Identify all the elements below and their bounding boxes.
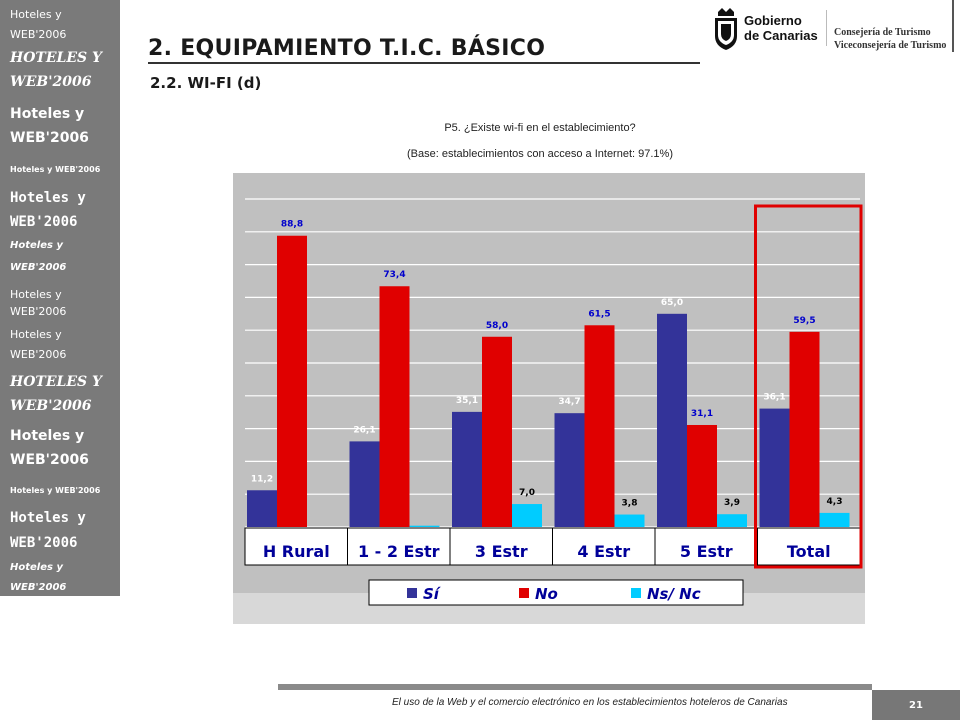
sidebar-text: Hoteles y WEB'2006 xyxy=(10,165,101,174)
sidebar-text: WEB'2006 xyxy=(10,305,67,318)
page-number: 21 xyxy=(872,690,960,720)
legend-label: No xyxy=(535,585,558,603)
bar-no xyxy=(277,235,307,527)
footer-bar xyxy=(278,684,872,690)
data-label: 3,9 xyxy=(724,498,740,508)
title-divider xyxy=(148,62,700,64)
tick-label: H Rural xyxy=(263,542,330,561)
tick-label: Total xyxy=(787,542,831,561)
bar-s- xyxy=(349,441,380,527)
legend-swatch xyxy=(631,588,641,598)
sidebar-decoration: Hoteles y WEB'2006 HOTELES Y WEB'2006 Ho… xyxy=(0,0,120,596)
data-label: 26,1 xyxy=(353,425,375,435)
bar-ns-nc xyxy=(409,525,440,527)
sidebar-text: WEB'2006 xyxy=(10,214,78,230)
gobierno-line-2: de Canarias xyxy=(744,27,818,43)
sidebar-text: WEB'2006 xyxy=(10,348,67,361)
bar-s- xyxy=(247,490,277,527)
viceconsejeria-line: Viceconsejería de Turismo xyxy=(834,40,947,51)
wifi-bar-chart: 11,2 88,8 26,1 73,4 35,1 58,0 7,0 34,7 61,5 3,8 65… xyxy=(233,173,865,624)
sidebar-text: WEB'2006 xyxy=(10,130,89,146)
sidebar-text: Hoteles y xyxy=(10,328,62,341)
bar-no xyxy=(584,325,615,527)
data-label: 34,7 xyxy=(558,397,580,407)
bar-no xyxy=(789,331,820,527)
sidebar-text: WEB'2006 xyxy=(10,262,67,273)
data-label: 35,1 xyxy=(456,396,478,406)
sidebar-text: WEB'2006 xyxy=(10,452,89,468)
sidebar-text: HOTELES Y xyxy=(10,374,103,390)
page-subtitle: 2.2. WI-FI (d) xyxy=(150,74,262,92)
sidebar-text: Hoteles y xyxy=(10,428,85,444)
bar-no xyxy=(482,336,512,527)
sidebar-text: WEB'2006 xyxy=(10,398,92,414)
gobierno-line-1: Gobierno xyxy=(744,13,802,28)
legend-box xyxy=(368,579,744,606)
legend-label: Ns/ Nc xyxy=(647,585,701,603)
data-label: 3,8 xyxy=(622,499,638,509)
legend-swatch xyxy=(407,588,417,598)
sidebar-text: Hoteles y xyxy=(10,288,62,301)
bar-s- xyxy=(657,313,687,527)
gobierno-canarias-emblem-icon xyxy=(715,8,737,50)
data-label: 88,8 xyxy=(281,220,303,230)
sidebar-text: Hoteles y xyxy=(10,240,63,251)
logo-separator xyxy=(826,10,827,46)
page-title: 2. EQUIPAMIENTO T.I.C. BÁSICO xyxy=(148,36,546,61)
bar-no xyxy=(687,424,717,527)
bar-s- xyxy=(759,408,790,527)
data-label: 7,0 xyxy=(519,488,535,498)
data-label: 58,0 xyxy=(486,321,508,331)
legend-label: Sí xyxy=(423,585,442,603)
bar-s- xyxy=(452,411,482,527)
bar-no xyxy=(379,286,410,527)
bar-s- xyxy=(554,413,585,527)
sidebar-text: WEB'2006 xyxy=(10,28,67,41)
data-label: 65,0 xyxy=(661,298,683,308)
sidebar-text: WEB'2006 xyxy=(10,74,92,90)
data-label: 73,4 xyxy=(383,270,405,280)
tick-label: 1 - 2 Estr xyxy=(358,542,440,561)
data-label: 31,1 xyxy=(691,409,713,419)
bar-ns-nc xyxy=(614,514,645,527)
consejeria-line: Consejería de Turismo xyxy=(834,27,931,38)
data-label: 11,2 xyxy=(251,474,273,484)
highlight-box xyxy=(754,204,863,569)
tick-label: 4 Estr xyxy=(577,542,630,561)
sidebar-text: Hoteles y xyxy=(10,8,62,21)
footer-text: El uso de la Web y el comercio electróni… xyxy=(392,697,788,708)
sidebar-text: Hoteles y xyxy=(10,510,86,526)
bar-ns-nc xyxy=(512,504,542,527)
bar-ns-nc xyxy=(717,514,747,527)
data-label: 4,3 xyxy=(827,497,843,507)
tick-label: 5 Estr xyxy=(680,542,733,561)
sidebar-text: HOTELES Y xyxy=(10,50,103,66)
data-label: 61,5 xyxy=(588,309,610,319)
question-base: (Base: establecimientos con acceso a Int… xyxy=(407,148,673,160)
gobierno-logo-text: Gobierno de Canarias xyxy=(744,13,818,44)
consejeria-logo-text: Consejería de Turismo Viceconsejería de … xyxy=(834,26,946,52)
data-label: 36,1 xyxy=(763,393,785,403)
data-label: 59,5 xyxy=(793,316,815,326)
header-rule xyxy=(952,0,954,52)
sidebar-text: Hoteles y WEB'2006 xyxy=(10,486,101,495)
sidebar-text: Hoteles y xyxy=(10,106,85,122)
sidebar-text: WEB'2006 xyxy=(10,535,78,551)
sidebar-text: Hoteles y xyxy=(10,190,86,206)
bar-ns-nc xyxy=(819,512,850,527)
legend-swatch xyxy=(519,588,529,598)
tick-label: 3 Estr xyxy=(475,542,528,561)
question-text: P5. ¿Existe wi-fi en el establecimiento? xyxy=(444,122,636,134)
sidebar-text: WEB'2006 xyxy=(10,582,67,593)
sidebar-text: Hoteles y xyxy=(10,562,63,573)
